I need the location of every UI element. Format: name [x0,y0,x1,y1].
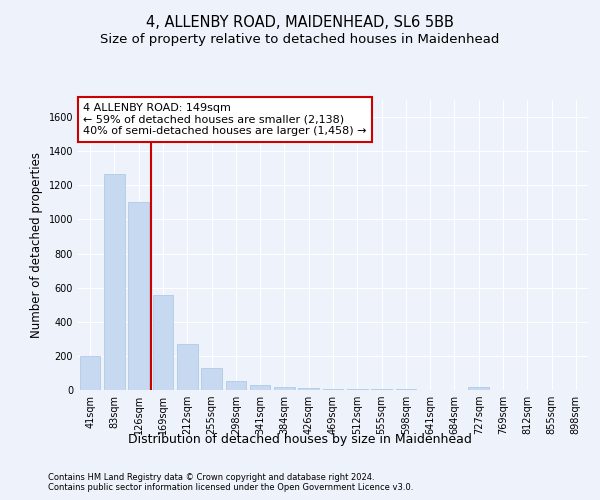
Bar [152,296,173,390]
Text: 4 ALLENBY ROAD: 149sqm
← 59% of detached houses are smaller (2,138)
40% of semi-: 4 ALLENBY ROAD: 149sqm ← 59% of detached… [83,103,367,136]
Bar [226,380,246,390]
Bar [371,389,392,390]
Bar [80,356,100,390]
Text: Contains public sector information licensed under the Open Government Licence v3: Contains public sector information licen… [48,483,413,492]
Text: Size of property relative to detached houses in Maidenhead: Size of property relative to detached ho… [100,32,500,46]
Text: Contains HM Land Registry data © Crown copyright and database right 2024.: Contains HM Land Registry data © Crown c… [48,473,374,482]
Bar [177,344,197,390]
Y-axis label: Number of detached properties: Number of detached properties [30,152,43,338]
Bar [298,388,319,390]
Bar [104,174,125,390]
Bar [347,389,368,390]
Bar [323,389,343,390]
Bar [201,368,222,390]
Bar [274,386,295,390]
Bar [128,202,149,390]
Text: Distribution of detached houses by size in Maidenhead: Distribution of detached houses by size … [128,432,472,446]
Bar [250,385,271,390]
Bar [469,386,489,390]
Text: 4, ALLENBY ROAD, MAIDENHEAD, SL6 5BB: 4, ALLENBY ROAD, MAIDENHEAD, SL6 5BB [146,15,454,30]
